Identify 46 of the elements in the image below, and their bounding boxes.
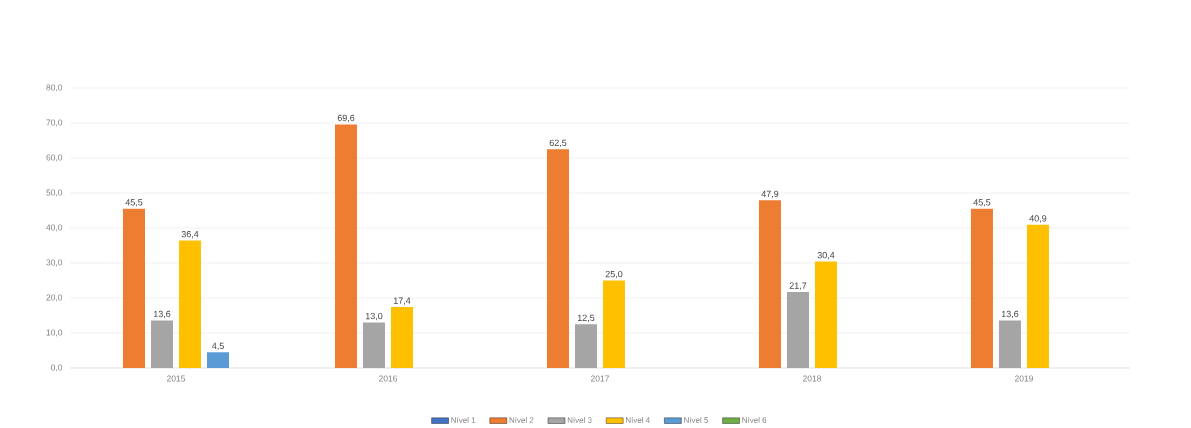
bar [207,352,229,368]
data-label: 21,7 [789,282,807,290]
y-tick-label: 30,0 [46,259,63,267]
bar [998,320,1021,368]
data-label: 13,6 [153,310,171,319]
data-label: 45,5 [125,199,143,207]
bar [546,149,569,368]
bar [151,320,173,368]
y-tick-label: 60,0 [46,154,63,162]
bar [574,324,597,368]
data-label: 17,4 [393,297,411,305]
y-tick-label: 70,0 [46,119,63,127]
data-label: 36,4 [181,230,199,239]
x-tick-label: 2018 [802,375,822,382]
x-tick-label: 2019 [1014,375,1033,382]
x-tick-label: 2017 [590,375,609,382]
y-tick-label: 20,0 [46,294,63,302]
data-label: 4,5 [211,342,224,350]
bar [334,124,357,368]
bar [758,200,781,368]
bar [179,240,201,368]
y-tick-label: 0,0 [51,364,63,372]
data-label: 13,0 [365,312,383,321]
bar [786,291,809,368]
y-tick-label: 50,0 [46,189,63,197]
bar [602,280,625,368]
data-label: 40,9 [1029,215,1047,223]
bar [362,322,385,368]
data-label: 62,5 [549,139,567,147]
bar [390,306,413,368]
bar [970,208,993,368]
data-label: 25,0 [605,270,623,279]
y-tick-label: 80,0 [46,84,63,92]
x-tick-label: 2016 [378,375,398,382]
y-tick-label: 40,0 [46,224,63,232]
data-label: 30,4 [817,251,835,260]
data-label: 13,6 [1001,310,1019,319]
bar [123,208,145,368]
bar [814,261,837,368]
data-label: 45,5 [973,199,991,207]
data-label: 69,6 [337,114,355,123]
data-label: 12,5 [577,314,595,322]
data-label: 47,9 [761,190,779,198]
x-tick-label: 2015 [167,375,186,382]
y-tick-label: 10,0 [46,329,63,337]
bar [1026,224,1049,368]
